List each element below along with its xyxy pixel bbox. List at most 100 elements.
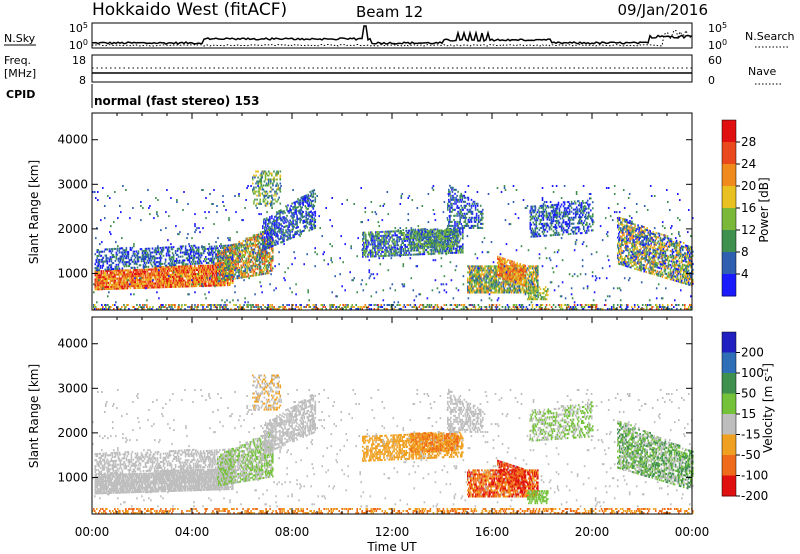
data-cell [168, 272, 170, 274]
data-cell [121, 278, 123, 280]
data-cell [439, 244, 441, 246]
data-cell [271, 241, 273, 243]
data-cell [187, 263, 189, 265]
data-cell [267, 201, 269, 203]
data-cell [111, 260, 113, 262]
data-cell [158, 265, 160, 267]
data-cell [210, 283, 212, 285]
data-cell [164, 263, 166, 265]
data-cell [176, 262, 178, 264]
data-cell [449, 193, 451, 195]
data-cell [459, 240, 461, 242]
data-cell [481, 286, 483, 288]
data-cell [477, 288, 479, 290]
data-cell [194, 245, 196, 247]
data-cell [121, 280, 123, 282]
data-cell [365, 238, 367, 240]
data-cell [143, 277, 145, 279]
data-cell [396, 254, 398, 256]
data-cell [262, 261, 264, 263]
data-cell [423, 244, 425, 246]
data-cell [280, 177, 282, 179]
data-cell [125, 253, 127, 255]
data-cell [268, 272, 270, 274]
data-cell [297, 206, 299, 208]
data-cell [114, 272, 116, 274]
data-cell [379, 231, 381, 233]
data-cell [252, 267, 254, 269]
data-cell [462, 231, 464, 233]
data-cell [266, 235, 268, 237]
data-cell [245, 270, 247, 272]
data-cell [211, 246, 213, 248]
data-cell [262, 225, 264, 227]
data-cell [299, 221, 301, 223]
data-cell [212, 250, 214, 252]
data-cell [229, 276, 231, 278]
data-cell [401, 240, 403, 242]
data-cell [279, 232, 281, 234]
data-cell [266, 258, 268, 260]
data-cell [256, 274, 258, 276]
data-cell [264, 269, 266, 271]
data-cell [292, 228, 294, 230]
data-cell [481, 282, 483, 284]
data-cell [105, 274, 107, 276]
data-cell [312, 220, 314, 222]
data-cell [194, 265, 196, 267]
data-cell [453, 199, 455, 201]
data-cell [427, 236, 429, 238]
data-cell [234, 250, 236, 252]
data-cell [491, 271, 493, 273]
data-cell [474, 219, 476, 221]
data-cell [453, 229, 455, 231]
data-cell [245, 252, 247, 254]
data-cell [221, 274, 223, 276]
data-cell [266, 227, 268, 229]
data-cell [239, 259, 241, 261]
data-cell [477, 280, 479, 282]
data-cell [457, 231, 459, 233]
data-cell [217, 268, 219, 270]
data-cell [481, 211, 483, 213]
data-cell [383, 237, 385, 239]
data-cell [126, 247, 128, 249]
data-cell [198, 249, 200, 251]
data-cell [116, 272, 118, 274]
data-cell [223, 253, 225, 255]
data-cell [166, 265, 168, 267]
data-cell [200, 256, 202, 258]
data-cell [286, 215, 288, 217]
data-cell [258, 191, 260, 193]
data-cell [128, 253, 130, 255]
data-cell [123, 253, 125, 255]
data-cell [471, 221, 473, 223]
data-cell [224, 269, 226, 271]
data-cell [255, 183, 257, 185]
data-cell [173, 280, 175, 282]
data-cell [378, 233, 380, 235]
data-cell [200, 267, 202, 269]
data-cell [468, 286, 470, 288]
data-cell [193, 249, 195, 251]
data-cell [289, 234, 291, 236]
data-cell [190, 281, 192, 283]
data-cell [453, 245, 455, 247]
data-cell [253, 263, 255, 265]
data-cell [276, 175, 278, 177]
data-cell [447, 227, 449, 229]
data-cell [149, 287, 151, 289]
data-cell [107, 248, 109, 250]
data-cell [379, 249, 381, 251]
data-cell [235, 251, 237, 253]
data-cell [263, 273, 265, 275]
data-cell [162, 263, 164, 265]
data-cell [487, 292, 489, 294]
data-cell [451, 239, 453, 241]
data-cell [381, 249, 383, 251]
data-cell [264, 181, 266, 183]
data-cell [267, 203, 269, 205]
data-cell [254, 234, 256, 236]
data-cell [277, 241, 279, 243]
data-cell [253, 243, 255, 245]
